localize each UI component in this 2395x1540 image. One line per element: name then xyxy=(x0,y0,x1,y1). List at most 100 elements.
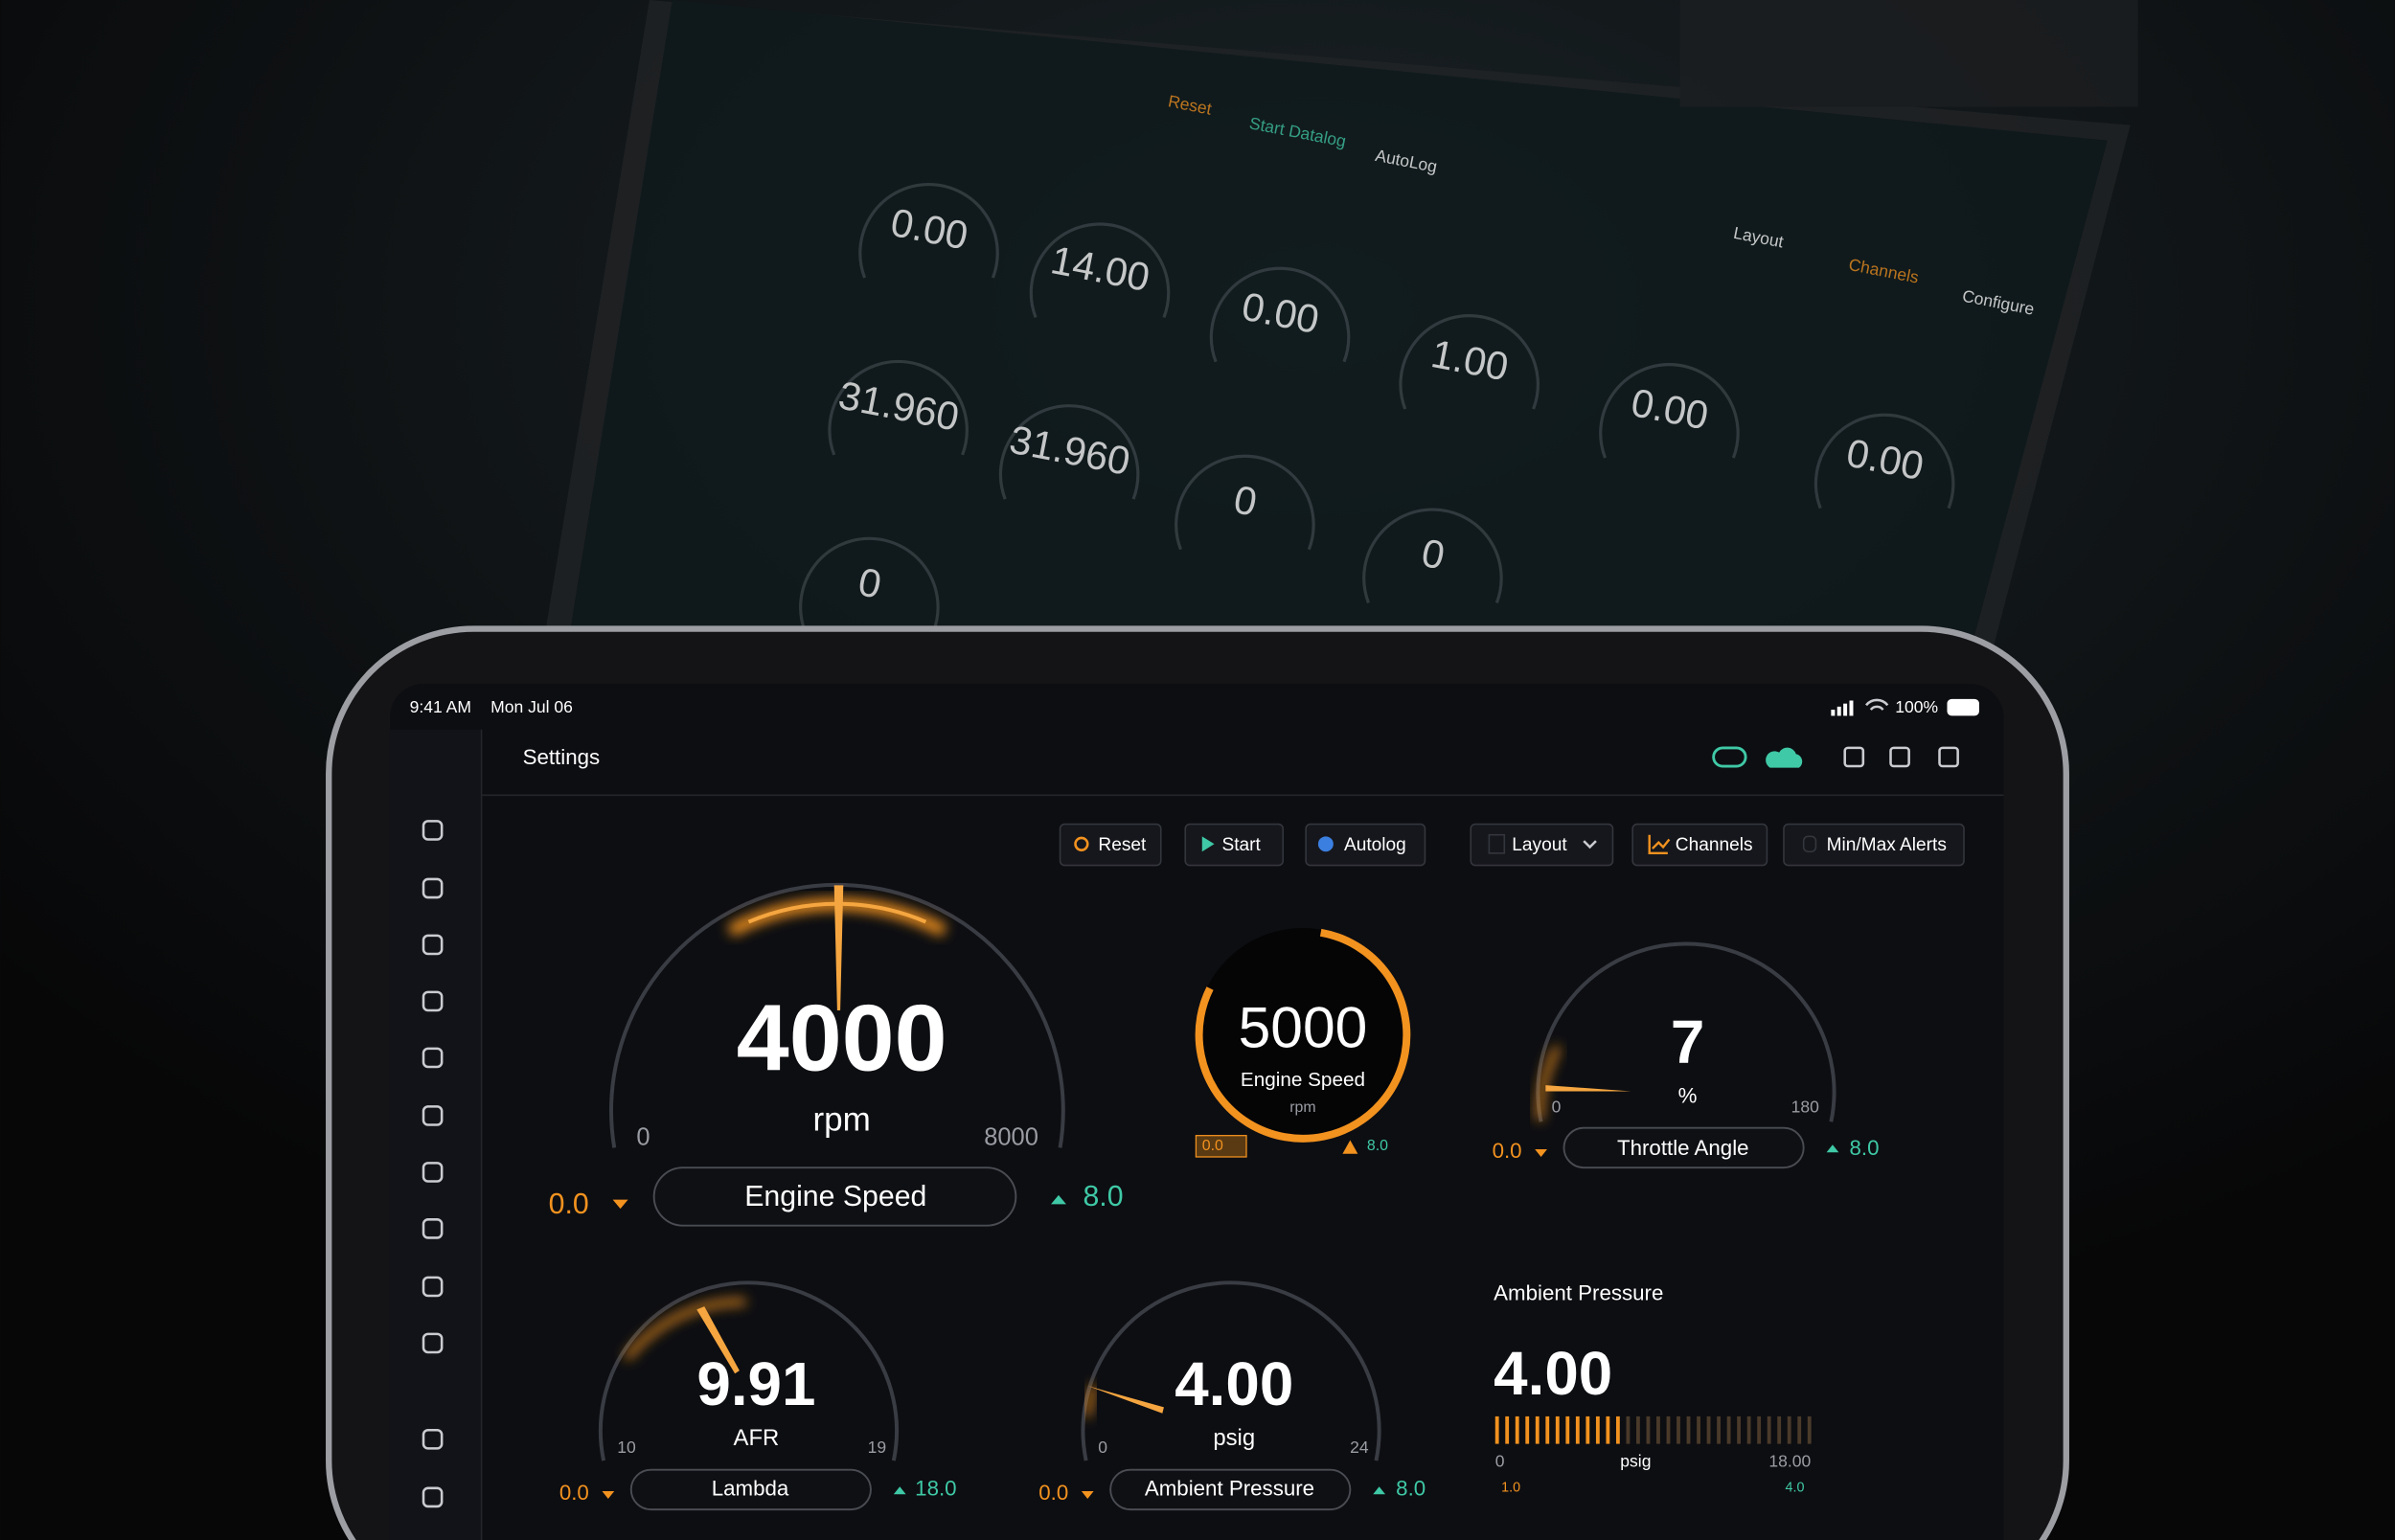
bar-tick xyxy=(1606,1415,1610,1444)
layout-icon[interactable] xyxy=(1938,746,1959,768)
bar-tick xyxy=(1767,1415,1771,1444)
up-arrow xyxy=(1826,1144,1839,1153)
down-arrow xyxy=(1081,1491,1094,1499)
bar-tick xyxy=(1797,1415,1802,1444)
gauge-min: 0 xyxy=(1552,1098,1562,1117)
channels-button[interactable]: Channels xyxy=(1631,823,1768,867)
bar-tick xyxy=(1595,1415,1600,1444)
laptop: Reset Start Datalog AutoLog Layout Chann… xyxy=(542,0,2138,649)
sidebar-icon[interactable] xyxy=(422,1486,444,1508)
gauge-high: 8.0 xyxy=(1083,1181,1123,1212)
gauge-arc xyxy=(609,882,1065,1148)
signal-icon xyxy=(1831,700,1854,716)
sidebar-icon[interactable] xyxy=(422,1332,444,1354)
layout-icon[interactable] xyxy=(1889,746,1910,768)
gauge-value: 7 xyxy=(1671,1008,1704,1076)
down-arrow xyxy=(1535,1149,1547,1157)
bar-tick xyxy=(1646,1415,1651,1444)
sidebar-icon[interactable] xyxy=(422,1428,444,1450)
bar-tick xyxy=(1555,1415,1560,1444)
gauge-label-pill[interactable] xyxy=(1562,1126,1805,1169)
sidebar-icon[interactable] xyxy=(422,1047,444,1069)
up-arrow xyxy=(893,1486,906,1495)
sidebar-icon[interactable] xyxy=(422,1105,444,1126)
gauge-glow xyxy=(624,1299,746,1361)
bar-tick xyxy=(1525,1415,1530,1444)
bar-tick xyxy=(1676,1415,1680,1444)
gauge-label-pill[interactable] xyxy=(1109,1468,1352,1511)
sidebar-icon[interactable] xyxy=(422,1218,444,1239)
button-label: Min/Max Alerts xyxy=(1827,835,1947,855)
bar-tick xyxy=(1515,1415,1519,1444)
bar-gauge: Ambient Pressure 4.00 0 psig 18.00 1.0 4… xyxy=(1494,1280,1812,1496)
gauge-low: 1.0 xyxy=(1501,1481,1520,1496)
gauge-label: Ambient Pressure xyxy=(1145,1476,1314,1500)
gauge-label-pill[interactable] xyxy=(629,1468,872,1511)
gauge-unit: AFR xyxy=(734,1425,780,1451)
gauge-glow xyxy=(1084,1385,1097,1417)
gauge-label: Engine Speed xyxy=(744,1181,926,1212)
gauge-arc xyxy=(1081,1280,1381,1461)
bar-tick xyxy=(1717,1415,1721,1444)
gauge-arc xyxy=(598,1280,900,1461)
sidebar-icon[interactable] xyxy=(422,934,444,956)
gauge-label-pill[interactable] xyxy=(652,1166,1017,1227)
bar-tick xyxy=(1807,1415,1812,1444)
gauge-unit: psig xyxy=(1620,1451,1651,1470)
gauge-glow xyxy=(1536,1045,1561,1121)
bar-tick xyxy=(1494,1415,1499,1444)
gauge-label: Throttle Angle xyxy=(1617,1136,1749,1160)
gauge-low: 0.0 xyxy=(549,1189,589,1220)
gauge-value: 5000 xyxy=(1239,994,1368,1059)
bar-tick xyxy=(1565,1415,1570,1444)
gauge-max: 24 xyxy=(1350,1438,1369,1457)
layout-icon[interactable] xyxy=(1843,746,1865,768)
laptop-gauge-arc xyxy=(1399,314,1540,410)
up-arrow xyxy=(1373,1486,1386,1495)
down-arrow xyxy=(602,1491,615,1499)
laptop-gauge-arc xyxy=(799,536,940,633)
bar-tick xyxy=(1545,1415,1550,1444)
status-date: Mon Jul 06 xyxy=(490,697,573,716)
bar-tick xyxy=(1686,1415,1691,1444)
gauge-low: 0.0 xyxy=(1038,1481,1068,1505)
gauge-value: 4000 xyxy=(737,985,947,1091)
bar-tick xyxy=(1505,1415,1510,1444)
bar-tick xyxy=(1585,1415,1590,1444)
gauge-unit: rpm xyxy=(1289,1099,1315,1116)
sidebar-icon[interactable] xyxy=(422,1162,444,1183)
bar-tick xyxy=(1666,1415,1671,1444)
sidebar xyxy=(389,729,482,1540)
autolog-button[interactable]: Autolog xyxy=(1305,823,1426,867)
sidebar-icon[interactable] xyxy=(422,877,444,899)
start-button[interactable]: Start xyxy=(1184,823,1285,867)
down-arrow xyxy=(612,1199,628,1210)
sidebar-icon[interactable] xyxy=(422,990,444,1012)
gauge-label: Lambda xyxy=(712,1476,789,1500)
gauge-title: Ambient Pressure xyxy=(1494,1280,1663,1304)
laptop-gauge-arc xyxy=(858,182,999,279)
laptop-screen xyxy=(568,0,2108,642)
bar-tick xyxy=(1626,1415,1631,1444)
laptop-gauge-arc xyxy=(998,404,1140,500)
bar-tick xyxy=(1706,1415,1711,1444)
battery-percent: 100% xyxy=(1895,697,1938,716)
gauge-max: 19 xyxy=(868,1438,886,1457)
wifi-icon xyxy=(1865,698,1889,711)
gauge-min: 10 xyxy=(617,1438,636,1457)
alerts-button[interactable]: Min/Max Alerts xyxy=(1783,823,1965,867)
gauge-value: 9.91 xyxy=(696,1349,815,1418)
button-label: Autolog xyxy=(1344,835,1406,855)
gauge-unit: % xyxy=(1678,1084,1698,1108)
sidebar-icon[interactable] xyxy=(422,1276,444,1298)
status-time: 9:41 AM xyxy=(410,697,471,716)
cloud-icon[interactable] xyxy=(1766,747,1803,768)
gauge-value: 4.00 xyxy=(1175,1349,1293,1418)
bar-tick xyxy=(1656,1415,1660,1444)
connection-icon[interactable] xyxy=(1712,746,1747,768)
reset-button[interactable]: Reset xyxy=(1059,823,1162,867)
car-console xyxy=(1679,0,2138,107)
gauge-low: 0.0 xyxy=(559,1481,589,1505)
layout-button[interactable]: Layout xyxy=(1470,823,1614,867)
sidebar-icon[interactable] xyxy=(422,820,444,841)
